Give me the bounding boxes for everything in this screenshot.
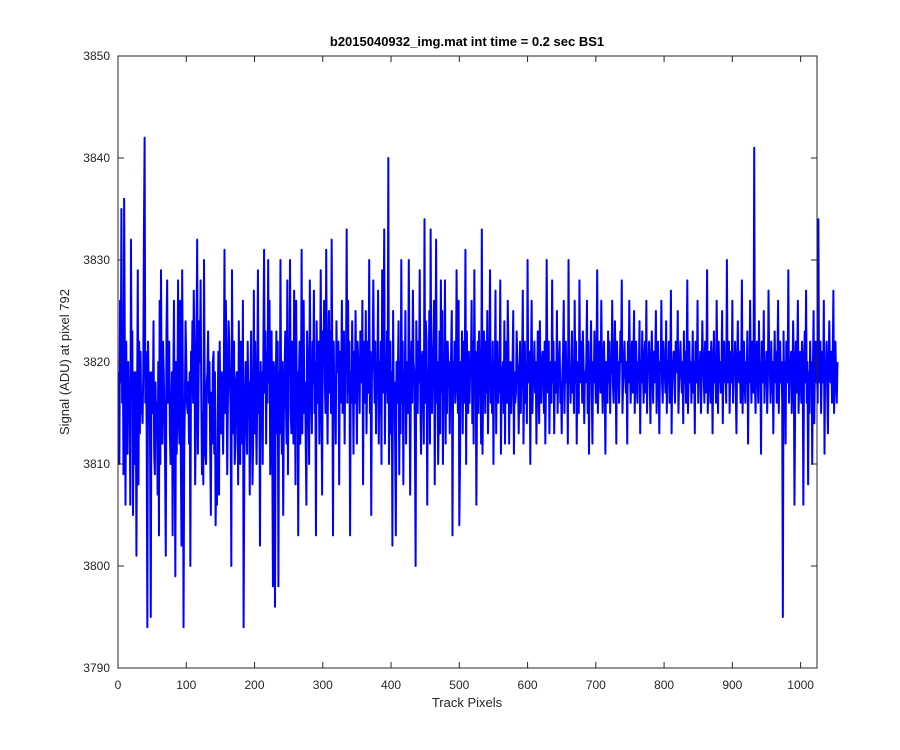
series-layer <box>117 136 839 629</box>
y-tick-label: 3830 <box>83 253 110 267</box>
x-tick-label: 900 <box>722 678 742 692</box>
chart-title: b2015040932_img.mat int time = 0.2 sec B… <box>330 34 604 49</box>
series-line-0 <box>117 136 839 629</box>
x-tick-label: 500 <box>449 678 469 692</box>
x-tick-label: 400 <box>381 678 401 692</box>
x-tick-label: 200 <box>245 678 265 692</box>
x-tick-label: 600 <box>518 678 538 692</box>
y-tick-label: 3800 <box>83 559 110 573</box>
x-axis-label: Track Pixels <box>432 695 503 710</box>
x-tick-label: 700 <box>586 678 606 692</box>
x-tick-label: 300 <box>313 678 333 692</box>
x-tick-label: 800 <box>654 678 674 692</box>
x-tick-label: 100 <box>176 678 196 692</box>
x-tick-label: 1000 <box>787 678 814 692</box>
x-axis-ticks: 0 100 200 300 400 500 600 700 800 900 1000 <box>115 56 814 692</box>
y-tick-label: 3790 <box>83 661 110 675</box>
y-tick-label: 3820 <box>83 355 110 369</box>
x-tick-label: 0 <box>115 678 122 692</box>
y-tick-label: 3850 <box>83 49 110 63</box>
y-axis-label: Signal (ADU) at pixel 792 <box>57 289 72 435</box>
y-tick-label: 3840 <box>83 151 110 165</box>
y-axis-ticks: 3790 3800 3810 3820 3830 3840 3850 <box>83 49 817 675</box>
y-tick-label: 3810 <box>83 457 110 471</box>
